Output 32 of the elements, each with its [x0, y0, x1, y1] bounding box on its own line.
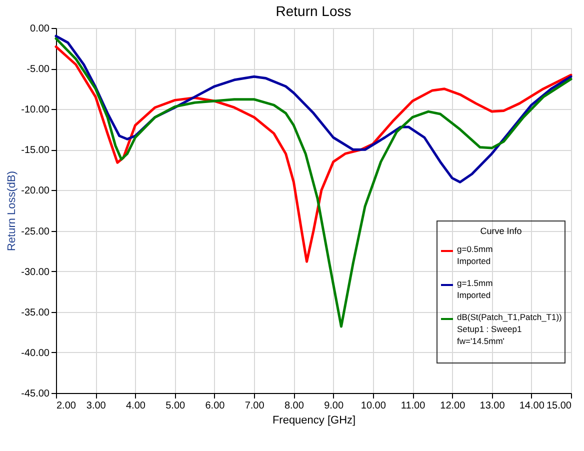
x-tick-label: 14.00 [519, 400, 545, 412]
y-tick-label: 0.00 [30, 24, 50, 34]
legend-title: Curve Info [480, 226, 522, 236]
y-tick-label: -40.00 [21, 348, 50, 359]
y-tick-label: -15.00 [21, 145, 50, 156]
y-axis-title: Return Loss(dB) [6, 170, 18, 252]
x-tick-label: 11.00 [400, 400, 426, 412]
x-tick-label: 7.00 [244, 400, 265, 412]
x-tick-label: 15.00 [546, 400, 572, 412]
y-tick-label: -25.00 [21, 226, 50, 238]
x-tick-label: 10.00 [360, 400, 386, 412]
x-tick-label: 3.00 [86, 400, 106, 412]
x-tick-label: 6.00 [205, 400, 226, 412]
x-tick-label: 13.00 [480, 400, 506, 412]
x-tick-label: 2.00 [56, 400, 76, 412]
x-tick-label: 4.00 [126, 400, 146, 412]
y-tick-label: -45.00 [21, 388, 50, 400]
chart-title: Return Loss [276, 3, 352, 19]
y-tick-label: -30.00 [21, 266, 50, 278]
x-tick-label: 5.00 [166, 400, 186, 412]
y-tick-label: -5.00 [26, 64, 50, 76]
legend-label: g=1.5mm Imported [457, 278, 493, 300]
x-tick-label: 12.00 [440, 400, 466, 412]
y-tick-label: -20.00 [21, 186, 50, 197]
y-tick-label: -10.00 [21, 104, 50, 116]
x-tick-label: 8.00 [284, 400, 304, 412]
line-series [54, 37, 572, 328]
x-tick-label: 9.00 [324, 400, 344, 412]
legend-label: g=0.5mm Imported [457, 244, 493, 266]
legend-label: dB(St(Patch_T1,Patch_T1)) Setup1 : Sweep1 fw='14.5mm' [457, 312, 562, 346]
y-tick-label: -35.00 [21, 307, 50, 318]
x-axis-title: Frequency [GHz] [272, 414, 356, 426]
